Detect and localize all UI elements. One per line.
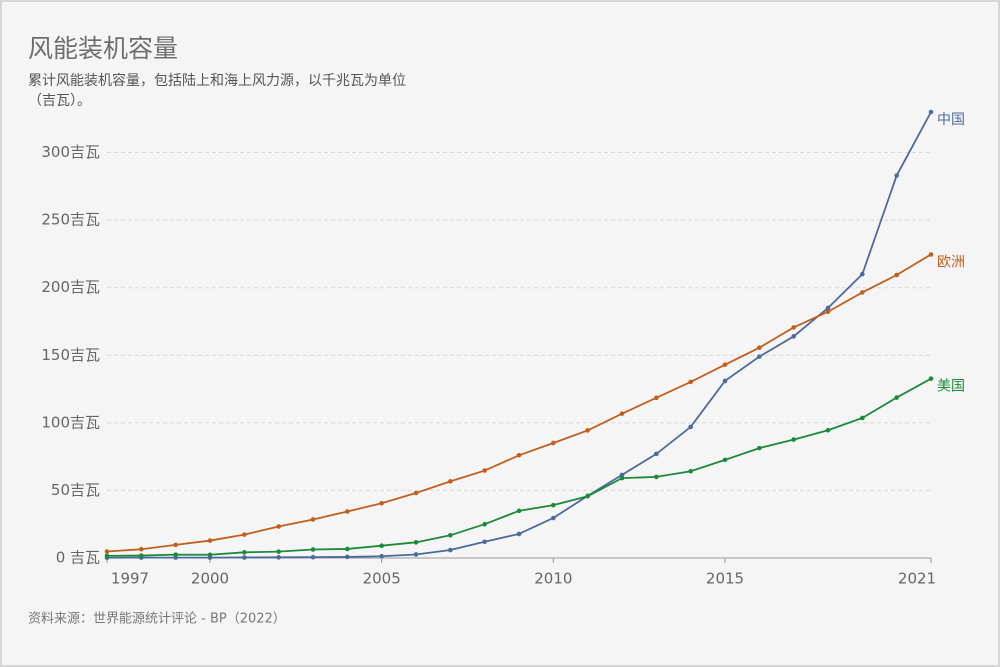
point bbox=[345, 509, 350, 514]
point bbox=[379, 500, 384, 506]
point bbox=[516, 452, 522, 458]
series-label: 欧洲 bbox=[937, 254, 965, 270]
x-tick-label: 1997 bbox=[111, 570, 149, 588]
point bbox=[551, 502, 556, 508]
point bbox=[276, 549, 281, 554]
point bbox=[928, 252, 934, 257]
x-tick-label: 2000 bbox=[191, 570, 229, 588]
point bbox=[860, 271, 865, 277]
point bbox=[757, 445, 762, 451]
point bbox=[585, 493, 590, 499]
point bbox=[276, 524, 281, 529]
point bbox=[688, 424, 693, 430]
point bbox=[551, 515, 556, 521]
point bbox=[791, 437, 796, 442]
y-tick-label: 0 吉瓦 bbox=[56, 549, 100, 567]
x-tick-label: 2005 bbox=[363, 570, 401, 588]
point bbox=[242, 555, 247, 560]
point bbox=[825, 427, 831, 433]
point bbox=[516, 508, 522, 514]
point bbox=[173, 542, 178, 548]
point bbox=[791, 325, 796, 330]
point bbox=[516, 531, 522, 537]
point bbox=[825, 305, 831, 311]
point bbox=[242, 550, 247, 555]
point bbox=[173, 552, 178, 557]
point bbox=[207, 552, 213, 558]
point bbox=[722, 362, 728, 368]
point bbox=[654, 474, 659, 480]
point bbox=[688, 379, 693, 385]
subtitle: 累计风能装机容量，包括陆上和海上风力源，以千兆瓦为单位 bbox=[28, 72, 406, 89]
point bbox=[104, 549, 110, 554]
point bbox=[860, 415, 865, 421]
series-line bbox=[106, 377, 932, 557]
y-tick-label: 100吉瓦 bbox=[41, 413, 100, 431]
point bbox=[654, 451, 659, 457]
point bbox=[448, 547, 453, 553]
point bbox=[654, 395, 659, 401]
point bbox=[310, 547, 316, 552]
point bbox=[928, 109, 934, 115]
point bbox=[757, 345, 762, 351]
point bbox=[894, 395, 899, 400]
point bbox=[207, 538, 213, 543]
point bbox=[345, 546, 350, 552]
point bbox=[482, 539, 487, 545]
series-line bbox=[106, 253, 932, 553]
point bbox=[825, 309, 831, 315]
point bbox=[379, 543, 384, 549]
point bbox=[104, 553, 110, 559]
source: 资料来源：世界能源统计评论 - BP（2022） bbox=[28, 612, 286, 627]
point bbox=[722, 457, 728, 463]
point bbox=[722, 378, 728, 384]
point bbox=[894, 173, 899, 178]
point bbox=[585, 428, 590, 433]
chart-title: 风能装机容量 bbox=[28, 34, 178, 63]
series-label: 美国 bbox=[937, 379, 965, 395]
point bbox=[619, 475, 625, 481]
y-tick-label: 150吉瓦 bbox=[41, 346, 100, 364]
series-label: 中国 bbox=[937, 112, 965, 128]
point bbox=[551, 440, 556, 446]
y-tick-label: 50吉瓦 bbox=[51, 481, 100, 499]
point bbox=[482, 468, 487, 473]
point bbox=[413, 540, 419, 545]
point bbox=[413, 552, 419, 557]
x-tick-label: 2010 bbox=[534, 570, 572, 588]
point bbox=[276, 555, 281, 560]
y-tick-label: 250吉瓦 bbox=[41, 211, 100, 229]
point bbox=[310, 517, 316, 522]
point bbox=[619, 411, 625, 416]
point bbox=[688, 468, 693, 474]
point bbox=[139, 546, 144, 552]
point bbox=[791, 334, 796, 339]
x-tick-label: 2021 bbox=[898, 570, 936, 588]
point bbox=[894, 272, 899, 278]
point bbox=[345, 554, 350, 560]
subtitle: （吉瓦）。 bbox=[28, 93, 91, 109]
point bbox=[928, 376, 934, 381]
point bbox=[757, 354, 762, 359]
point bbox=[482, 521, 487, 527]
point bbox=[448, 532, 453, 538]
point bbox=[139, 553, 144, 558]
point bbox=[379, 553, 384, 559]
point bbox=[413, 490, 419, 496]
point bbox=[242, 532, 247, 537]
point bbox=[619, 472, 625, 478]
y-tick-label: 300吉瓦 bbox=[41, 143, 100, 161]
y-tick-label: 200吉瓦 bbox=[41, 278, 100, 296]
point bbox=[310, 554, 316, 560]
x-tick-label: 2015 bbox=[706, 570, 744, 588]
point bbox=[860, 290, 865, 295]
point bbox=[448, 479, 453, 484]
